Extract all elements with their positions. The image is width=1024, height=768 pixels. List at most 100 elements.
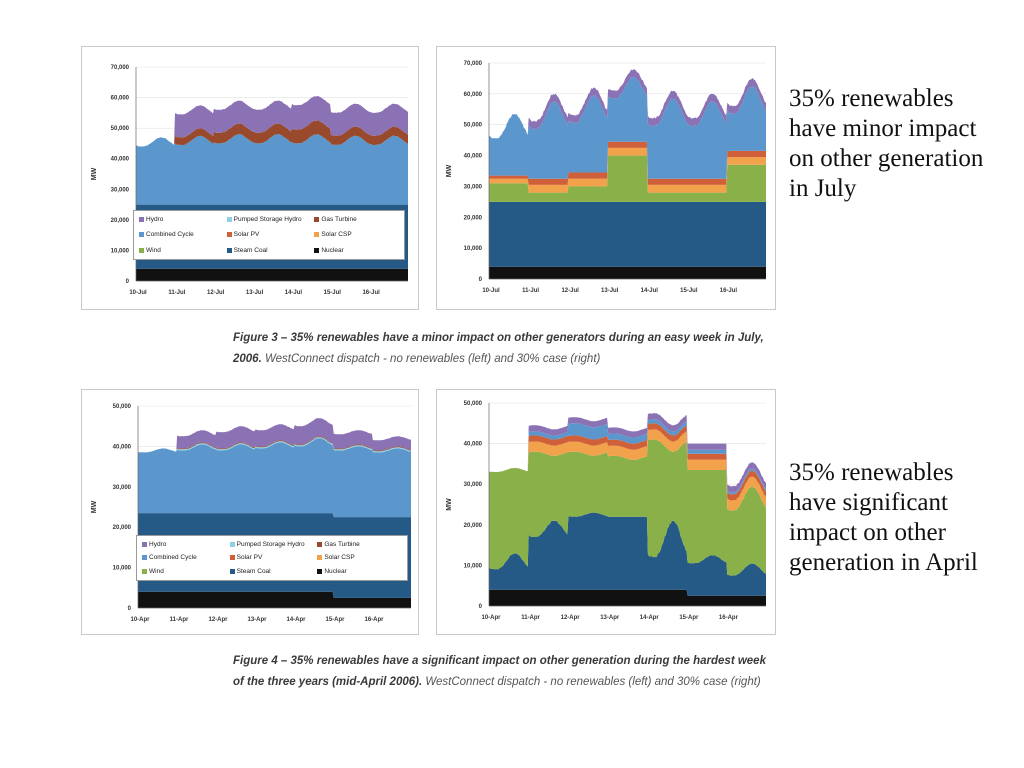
y-tick-label: 40,000 (111, 157, 130, 163)
legend-item: Solar CSP (317, 554, 403, 563)
figure3-right-chart: 0 10,000 20,000 30,000 40,000 50,000 60,000 70,… (436, 46, 776, 310)
y-tick-label: 70,000 (111, 65, 130, 71)
legend-label: Wind (149, 568, 164, 576)
legend-item: Solar CSP (314, 230, 400, 239)
figure4-caption-bold: Figure 4 – 35% renewables have a signifi… (233, 655, 766, 688)
x-tick-label: 11-Apr (170, 617, 189, 623)
series-area-solar_csp (489, 429, 766, 511)
x-tick-label: 14-Jul (641, 288, 659, 294)
y-tick-label: 50,000 (111, 126, 130, 132)
legend-label: Solar PV (233, 231, 260, 239)
series-area-solar_pv (489, 423, 766, 501)
y-tick-label: 30,000 (464, 482, 483, 488)
y-axis-label: MW (446, 164, 453, 177)
legend-label: Wind (146, 246, 161, 254)
legend-swatch (139, 247, 144, 253)
y-axis-label: MW (446, 498, 453, 511)
x-tick-label: 14-Apr (640, 615, 660, 621)
series-area-combined_cycle (136, 134, 408, 205)
y-tick-label: 50,000 (113, 404, 132, 410)
x-tick-label: 11-Apr (521, 615, 540, 621)
legend-label: Pumped Storage Hydro (233, 216, 302, 224)
series-area-gas_turbine (136, 120, 408, 147)
figure4-caption: Figure 4 – 35% renewables have a signifi… (233, 651, 778, 693)
legend-swatch (317, 555, 323, 561)
y-tick-label: 10,000 (464, 563, 483, 569)
legend-label: Combined Cycle (146, 231, 194, 239)
y-tick-label: 10,000 (113, 566, 132, 572)
y-tick-label: 30,000 (111, 187, 130, 193)
x-tick-label: 13-Apr (600, 615, 620, 621)
legend-item: Solar PV (226, 230, 313, 239)
legend-item: Hydro (139, 215, 225, 224)
series-area-nuclear (136, 268, 408, 281)
x-tick-label: 13-Jul (601, 288, 619, 294)
legend-item: Steam Coal (229, 567, 316, 576)
legend-item: Nuclear (317, 567, 403, 576)
figure4-left-chart: 0 10,000 20,000 30,000 40,000 50,000 MW 10-Apr 1… (81, 389, 419, 635)
y-tick-label: 40,000 (113, 444, 132, 450)
x-tick-label: 12-Apr (208, 617, 228, 623)
y-tick-label: 50,000 (464, 123, 483, 129)
legend-item: Wind (139, 246, 225, 255)
legend-swatch (142, 555, 147, 561)
legend-label: Solar CSP (324, 554, 355, 562)
series-area-nuclear (489, 266, 766, 279)
y-tick-label: 0 (479, 604, 483, 610)
series-area-nuclear (489, 589, 766, 606)
y-tick-label: 20,000 (464, 215, 483, 221)
legend-swatch (139, 232, 144, 238)
y-tick-label: 30,000 (113, 485, 132, 491)
y-tick-label: 0 (479, 277, 483, 283)
legend-label: Hydro (146, 216, 164, 224)
legend-swatch (229, 541, 235, 547)
x-tick-label: 13-Jul (246, 290, 264, 296)
legend-swatch (226, 217, 232, 223)
x-tick-label: 13-Apr (247, 617, 267, 623)
x-tick-label: 15-Apr (679, 615, 699, 621)
y-tick-label: 20,000 (464, 523, 483, 529)
legend-item: Combined Cycle (139, 230, 225, 239)
series-area-gas_turbine (138, 436, 411, 453)
figure4-right-chart: 0 10,000 20,000 30,000 40,000 50,000 MW 10-Apr 1… (436, 389, 776, 635)
series-area-hydro (138, 418, 411, 453)
y-tick-label: 20,000 (111, 218, 130, 224)
y-axis-label: MW (91, 167, 98, 180)
legend-label: Solar PV (236, 554, 263, 562)
x-tick-label: 14-Jul (285, 290, 303, 296)
series-area-hydro (489, 413, 766, 493)
figure3-caption-bold: Figure 3 – 35% renewables have a minor i… (233, 332, 764, 365)
legend-item: Gas Turbine (317, 540, 403, 549)
legend-label: Gas Turbine (321, 216, 357, 224)
legend-swatch (226, 232, 232, 238)
legend-swatch (317, 541, 323, 547)
legend-swatch (229, 569, 235, 575)
figure3-caption-rest: WestConnect dispatch - no renewables (le… (261, 353, 601, 365)
y-tick-label: 0 (128, 606, 132, 612)
x-tick-label: 15-Jul (680, 288, 698, 294)
x-tick-label: 14-Apr (286, 617, 306, 623)
legend-label: Gas Turbine (324, 540, 360, 548)
y-tick-label: 20,000 (113, 525, 132, 531)
legend-swatch (142, 569, 147, 575)
x-tick-label: 11-Jul (168, 290, 185, 296)
x-tick-label: 10-Apr (481, 615, 501, 621)
y-tick-label: 0 (126, 279, 130, 285)
y-tick-label: 50,000 (464, 401, 483, 407)
series-area-wind (489, 439, 766, 576)
legend-swatch (142, 541, 147, 547)
y-tick-label: 40,000 (464, 442, 483, 448)
x-tick-label: 10-Jul (482, 288, 500, 294)
legend: Hydro Pumped Storage Hydro Gas Turbine Comb… (133, 210, 405, 260)
x-tick-label: 15-Jul (324, 290, 342, 296)
side-note-april: 35% renewables have significant impact o… (789, 459, 978, 576)
legend-swatch (139, 217, 144, 223)
series-area-pumped_storage (138, 437, 411, 453)
legend-swatch (229, 555, 235, 561)
x-tick-label: 10-Apr (130, 617, 150, 623)
figure4-left-svg: 0 10,000 20,000 30,000 40,000 50,000 MW 10-Apr 1… (91, 404, 411, 623)
y-tick-label: 60,000 (111, 96, 130, 102)
legend-label: Steam Coal (236, 568, 271, 576)
figure3-left-chart: 0 10,000 20,000 30,000 40,000 50,000 60,000 70,… (81, 46, 419, 310)
figure3-caption: Figure 3 – 35% renewables have a minor i… (233, 328, 778, 370)
